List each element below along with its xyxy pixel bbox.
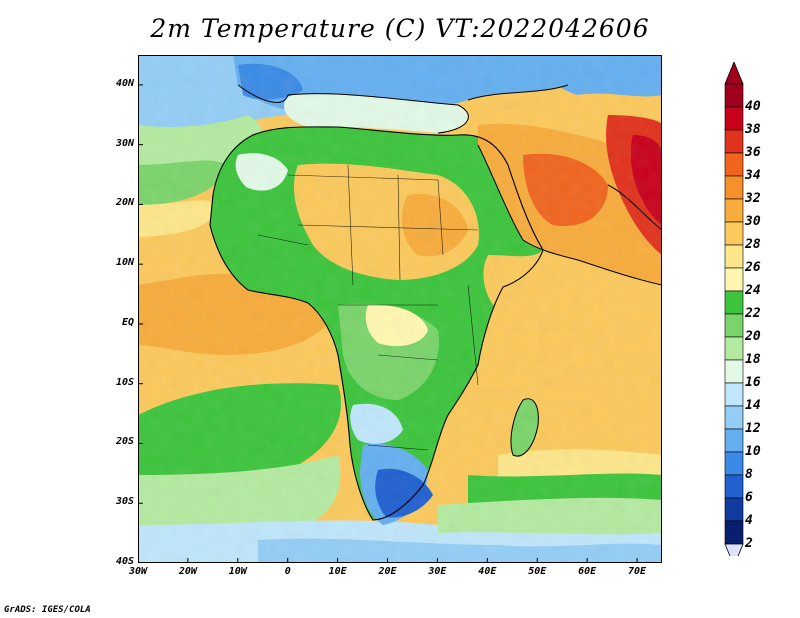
colorbar-label: 22: [745, 306, 761, 321]
colorbar-swatch: [724, 152, 744, 177]
temperature-map: [138, 55, 662, 563]
map-frame: [138, 55, 662, 563]
lat-tick-label: 30S: [115, 496, 134, 508]
lat-tick-label: 20S: [115, 436, 134, 448]
colorbar-swatch: [724, 520, 744, 545]
lon-tick-label: 20W: [178, 566, 197, 577]
colorbar-label: 8: [745, 467, 753, 482]
colorbar-swatch: [724, 428, 744, 453]
lon-tick-label: 60E: [578, 566, 597, 577]
map-canvas: [138, 55, 662, 563]
axis-ticks: [138, 84, 638, 563]
colorbar-label: 24: [745, 283, 761, 298]
colorbar-label: 2: [745, 536, 753, 551]
colorbar-swatch: [724, 198, 744, 223]
credit-text: GrADS: IGES/COLA: [4, 605, 91, 615]
colorbar-label: 10: [745, 444, 761, 459]
colorbar-swatch: [724, 451, 744, 476]
colorbar-label: 6: [745, 490, 753, 505]
colorbar-swatch: [724, 336, 744, 361]
lat-tick-label: 20N: [115, 197, 134, 209]
madagascar-coast: [510, 398, 539, 457]
colorbar-swatch: [724, 129, 744, 154]
colorbar-min-arrow: [724, 543, 744, 556]
chart-title: 2m Temperature (C) VT:2022042606: [150, 14, 650, 43]
lat-tick-label: 40S: [115, 556, 134, 567]
colorbar-swatch: [724, 497, 744, 522]
colorbar-swatch: [724, 244, 744, 269]
colorbar-label: 34: [745, 168, 761, 183]
colorbar-swatch: [724, 382, 744, 407]
lat-tick-label: 10S: [115, 376, 134, 388]
colorbar-swatch: [724, 221, 744, 246]
colorbar-label: 40: [745, 99, 761, 114]
colorbar-swatch: [724, 175, 744, 200]
europe-coast: [237, 84, 569, 134]
colorbar-label: 18: [745, 352, 761, 367]
colorbar-swatch: [724, 267, 744, 292]
colorbar-label: 12: [745, 421, 761, 436]
lat-tick-label: 40N: [115, 77, 134, 89]
colorbar-swatch: [724, 359, 744, 384]
colorbar-label: 14: [745, 398, 761, 413]
colorbar-label: 38: [745, 122, 761, 137]
lat-tick-label: 10N: [115, 257, 134, 269]
lon-tick-label: 10W: [228, 566, 247, 577]
colorbar-max-arrow: [724, 62, 744, 85]
colorbar-swatch: [724, 313, 744, 338]
colorbar-label: 32: [745, 191, 761, 206]
colorbar-label: 36: [745, 145, 761, 160]
colorbar-swatch: [724, 290, 744, 315]
lon-tick-label: 50E: [528, 566, 547, 577]
lat-tick-label: 30N: [115, 137, 134, 149]
lon-tick-label: 70E: [628, 566, 647, 577]
colorbar-swatch: [724, 83, 744, 108]
colorbar-swatch: [724, 106, 744, 131]
colorbar-swatch: [724, 405, 744, 430]
lon-tick-label: 30W: [128, 566, 148, 577]
lat-tick-label: EQ: [121, 316, 134, 328]
borders: [257, 164, 479, 451]
lon-tick-label: 30E: [428, 566, 447, 577]
colorbar-label: 30: [745, 214, 761, 229]
lon-tick-label: 20E: [378, 566, 397, 577]
arabia-coast: [477, 144, 662, 286]
noise-texture: [138, 55, 662, 563]
lon-tick-label: 0: [284, 566, 291, 577]
colorbar-label: 16: [745, 375, 761, 390]
colorbar-label: 4: [745, 513, 753, 528]
colorbar-label: 26: [745, 260, 761, 275]
lon-tick-label: 10E: [328, 566, 347, 577]
colorbar-swatch: [724, 474, 744, 499]
colorbar: [724, 62, 744, 556]
colorbar-label: 20: [745, 329, 761, 344]
lon-tick-label: 40E: [478, 566, 497, 577]
colorbar-label: 28: [745, 237, 761, 252]
africa-coastline: [209, 126, 544, 521]
